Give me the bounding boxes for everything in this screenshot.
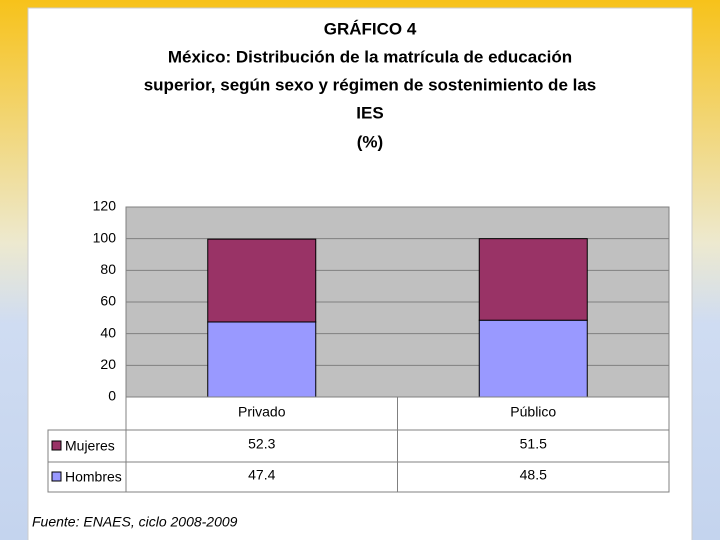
bar-segment (207, 238, 317, 323)
bar-segment (478, 319, 588, 398)
x-tick-label: Privado (238, 404, 286, 420)
x-tick-label: Público (510, 404, 556, 420)
legend-label: Hombres (65, 469, 122, 485)
y-tick-label: 0 (108, 388, 116, 404)
y-tick-label: 120 (93, 198, 117, 214)
y-tick-label: 40 (100, 324, 116, 340)
y-tick-label: 80 (100, 261, 116, 277)
legend-swatch (51, 471, 62, 482)
bar-segment (478, 238, 588, 321)
data-label: 48.5 (520, 467, 547, 483)
data-label: 52.3 (248, 436, 275, 452)
legend-swatch (51, 440, 62, 451)
chart-title: GRÁFICO 4 (324, 19, 417, 38)
bar-segment (207, 321, 317, 398)
chart-title: IES (356, 103, 383, 122)
y-tick-label: 100 (93, 229, 117, 245)
chart-title: México: Distribución de la matrícula de … (168, 47, 572, 66)
source: Fuente: ENAES, ciclo 2008-2009 (32, 514, 238, 530)
data-label: 51.5 (520, 436, 547, 452)
y-tick-label: 20 (100, 356, 116, 372)
y-tick-label: 60 (100, 293, 116, 309)
chart-title: superior, según sexo y régimen de sosten… (144, 75, 597, 94)
chart-title: (%) (357, 132, 383, 151)
legend-label: Mujeres (65, 438, 115, 454)
data-label: 47.4 (248, 467, 275, 483)
